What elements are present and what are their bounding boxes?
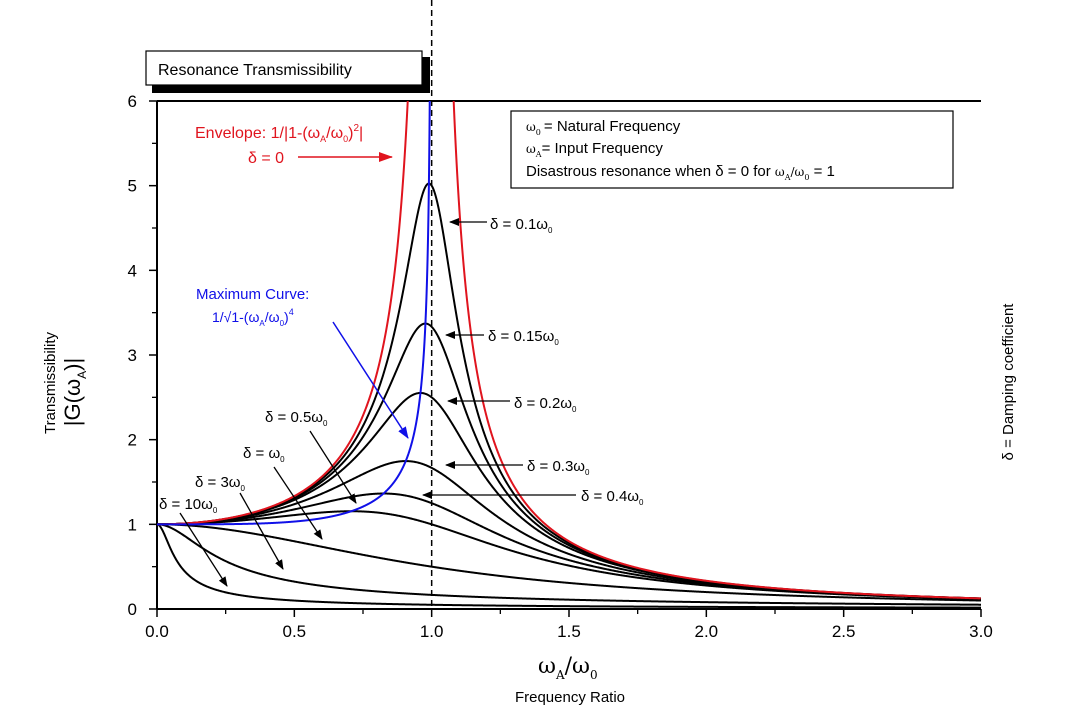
- svg-text:δ = 3ω0: δ = 3ω0: [195, 474, 246, 493]
- label-delta-0.15: δ = 0.15ω0: [445, 328, 559, 347]
- svg-text:δ = ω0: δ = ω0: [243, 445, 285, 464]
- legend-line-natural-frequency: ω0 = Natural Frequency: [526, 118, 681, 137]
- svg-text:δ = 10ω0: δ = 10ω0: [159, 496, 218, 515]
- maximum-curve-annotation: Maximum Curve: 1/√1-(ωA/ω0)4: [196, 286, 409, 439]
- y-tick-label: 5: [128, 177, 137, 196]
- damping-coefficient-label: δ = Damping coefficient: [1000, 303, 1017, 461]
- curve-delta-10: [157, 523, 981, 609]
- y-tick-labels: 0 1 2 3 4 5 6: [128, 92, 137, 619]
- axis-ticks: [149, 100, 982, 617]
- x-tick-label: 1.5: [557, 622, 581, 641]
- label-delta-0.2: δ = 0.2ω0: [447, 395, 577, 414]
- x-tick-label: 0.5: [283, 622, 307, 641]
- x-tick-labels: 0.0 0.5 1.0 1.5 2.0 2.5 3.0: [145, 622, 993, 641]
- x-tick-label: 0.0: [145, 622, 169, 641]
- y-axis-label: |G(ωA)|: [60, 358, 89, 426]
- chart-title: Resonance Transmissibility: [158, 62, 352, 79]
- x-axis-caption: Frequency Ratio: [515, 689, 625, 706]
- x-axis-label: ωA/ω0: [538, 654, 598, 682]
- maximum-curve-arrow: [332, 321, 409, 439]
- curve-delta-0.5: [157, 510, 981, 601]
- damping-annotations: δ = 0.1ω0 δ = 0.15ω0 δ = 0.2ω0 δ = 0.3ω0…: [159, 216, 644, 587]
- maximum-curve: [157, 101, 431, 526]
- y-axis-caption: Transmissibility: [42, 332, 59, 434]
- svg-text:δ = 0.3ω0: δ = 0.3ω0: [527, 458, 590, 477]
- legend-line-disastrous-resonance: Disastrous resonance when δ = 0 for ωA/ω…: [526, 163, 835, 182]
- y-tick-label: 3: [128, 346, 137, 365]
- label-delta-1: δ = ω0: [243, 445, 323, 540]
- x-tick-label: 3.0: [969, 622, 993, 641]
- chart-title-box: Resonance Transmissibility: [145, 50, 430, 93]
- svg-text:δ = 0.1ω0: δ = 0.1ω0: [490, 216, 553, 235]
- svg-text:δ = 0.5ω0: δ = 0.5ω0: [265, 409, 328, 428]
- label-delta-10: δ = 10ω0: [159, 496, 228, 587]
- svg-text:δ = 0.4ω0: δ = 0.4ω0: [581, 488, 644, 507]
- x-tick-label: 2.0: [695, 622, 719, 641]
- svg-text:δ = 0.2ω0: δ = 0.2ω0: [514, 395, 577, 414]
- label-delta-3: δ = 3ω0: [195, 474, 284, 570]
- x-tick-label: 2.5: [832, 622, 856, 641]
- envelope-curve: [452, 101, 981, 600]
- curve-delta-1: [157, 523, 981, 602]
- envelope-annotation: Envelope: 1/|1-(ωA/ω0)2| δ = 0: [195, 123, 393, 167]
- envelope-label: Envelope: 1/|1-(ωA/ω0)2|: [195, 123, 363, 144]
- legend-box: ω0 = Natural Frequency ωA= Input Frequenc…: [510, 110, 954, 189]
- curve-delta-3: [157, 523, 981, 606]
- x-tick-label: 1.0: [420, 622, 444, 641]
- envelope-delta-label: δ = 0: [248, 150, 284, 167]
- y-tick-label: 6: [128, 92, 137, 111]
- maximum-curve-label: Maximum Curve:: [196, 286, 309, 303]
- label-delta-0.5: δ = 0.5ω0: [265, 409, 357, 504]
- y-tick-label: 4: [128, 261, 137, 280]
- label-delta-0.3: δ = 0.3ω0: [445, 458, 590, 477]
- legend-line-input-frequency: ωA= Input Frequency: [526, 140, 663, 159]
- svg-text:δ = 0.15ω0: δ = 0.15ω0: [488, 328, 559, 347]
- curves: [157, 101, 981, 609]
- label-delta-0.1: δ = 0.1ω0: [449, 216, 553, 235]
- y-tick-label: 2: [128, 431, 137, 450]
- maximum-curve-formula: 1/√1-(ωA/ω0)4: [212, 307, 294, 328]
- label-delta-0.4: δ = 0.4ω0: [422, 488, 644, 507]
- curve-delta-0.1: [157, 182, 981, 600]
- y-tick-label: 1: [128, 515, 137, 534]
- y-tick-label: 0: [128, 600, 137, 619]
